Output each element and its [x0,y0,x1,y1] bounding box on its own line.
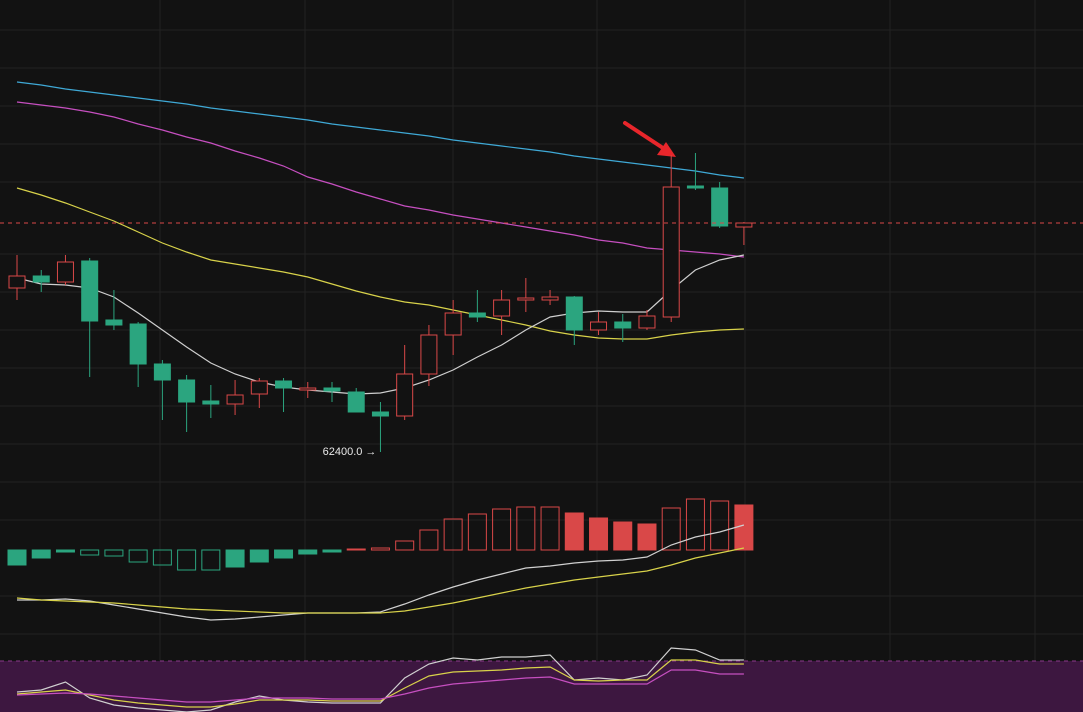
indicator-line [16,254,745,395]
candle-body [565,296,583,331]
candle-body [81,260,99,322]
histogram-bar [346,548,366,551]
histogram-bar [225,549,245,568]
candle-body [129,323,147,365]
histogram-bar [249,549,269,563]
candle-body [202,400,220,405]
candle-body [323,387,341,392]
candle-body [371,411,389,417]
indicator-band [0,661,1083,712]
candle-body [590,321,608,331]
histogram-bar [104,549,124,557]
candle-body [105,319,123,326]
indicator-line [17,524,745,621]
histogram-bar [637,523,657,551]
low-annotation: 62400.0 → [323,446,377,458]
candle-body [275,380,293,389]
histogram-bar [734,504,754,551]
histogram-bar [661,507,681,551]
candle-body [638,315,656,329]
candle-body [250,380,268,395]
histogram-bar [516,506,536,551]
candle-body [711,187,729,227]
histogram-bar [7,549,27,566]
candle-body [347,391,365,413]
histogram-bar [419,529,439,551]
histogram-bar [201,549,221,571]
histogram-bar [298,549,318,555]
histogram-bar [467,513,487,551]
histogram-bar [55,549,75,553]
candle-body [517,297,535,301]
candle-body [541,296,559,301]
candle-body [662,186,680,318]
histogram-bar [152,549,172,566]
histogram-bar [443,518,463,551]
indicator-line [16,101,744,258]
candle-body [420,334,438,375]
histogram-bar [80,549,100,556]
histogram-bar [177,549,197,571]
histogram-bar [685,498,705,551]
histogram-bar [564,512,584,551]
candle-body [32,275,50,283]
histogram-bar [128,549,148,563]
histogram-bar [589,517,609,551]
candle-body [226,394,244,405]
candle-body [468,312,486,318]
candle-body [735,222,753,228]
histogram-bar [370,547,390,551]
candle-body [396,373,414,417]
indicator-line [16,659,744,708]
indicator-line [16,547,745,614]
candle-body [686,185,704,189]
candle-body [56,261,74,283]
candle-body [614,321,632,329]
candle-body [178,379,196,403]
candle-body [153,363,171,381]
histogram-bar [613,521,633,551]
candle-body [299,387,317,391]
histogram-bar [710,500,730,551]
candle-body [493,299,511,317]
pointer-arrow [623,121,676,157]
candle-body [444,312,462,336]
histogram-bar [395,540,415,551]
histogram-bar [492,508,512,551]
candle-body [8,275,26,289]
indicator-line [16,669,744,703]
histogram-bar [540,506,560,551]
histogram-bar [274,549,294,559]
indicator-line [16,81,744,179]
histogram-bar [31,549,51,559]
histogram-bar [322,549,342,553]
